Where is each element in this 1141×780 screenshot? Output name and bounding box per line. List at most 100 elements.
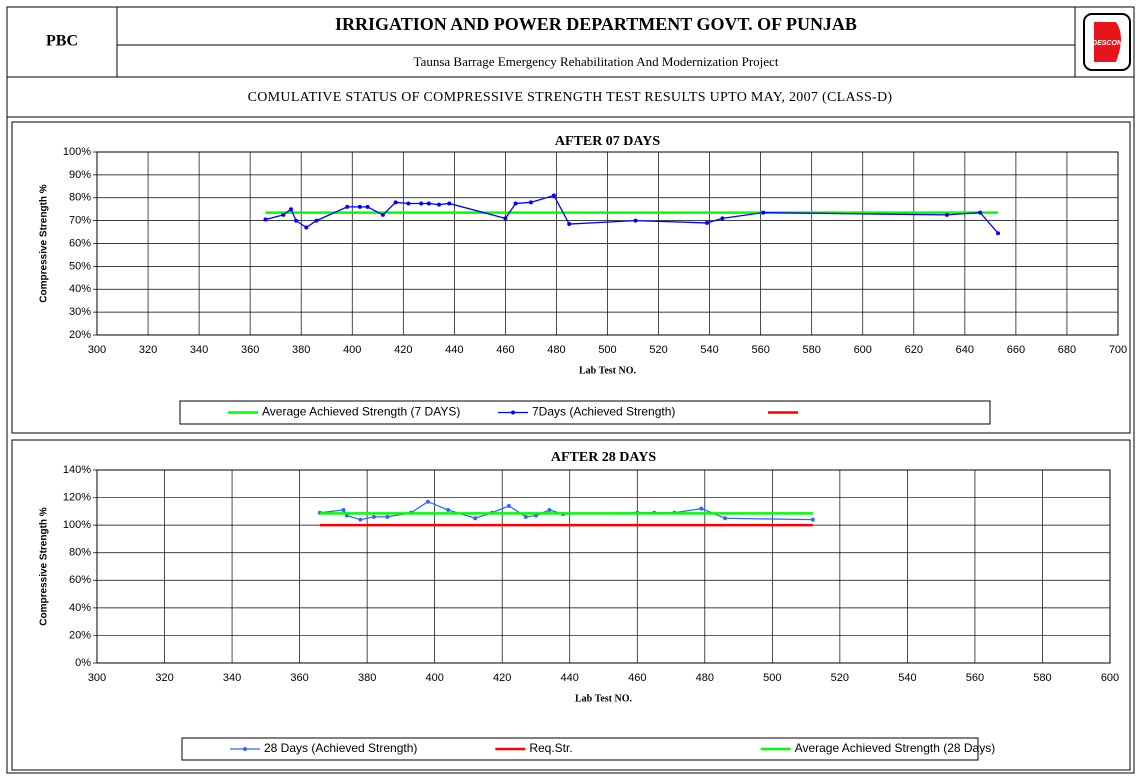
y-tick-label: 20% (69, 329, 91, 341)
x-tick-label: 480 (547, 344, 565, 356)
data-point (263, 217, 268, 222)
x-tick-label: 360 (290, 672, 308, 684)
logo-shape (1094, 22, 1121, 62)
data-point (720, 216, 725, 221)
x-tick-label: 340 (223, 672, 241, 684)
chart-title: AFTER 28 DAYS (551, 450, 656, 465)
y-tick-label: 0% (75, 657, 91, 669)
x-tick-label: 540 (898, 672, 916, 684)
x-tick-label: 400 (425, 672, 443, 684)
y-tick-label: 120% (63, 491, 91, 503)
y-tick-label: 140% (63, 464, 91, 476)
legend-box (181, 737, 979, 761)
y-axis-label: Compressive Strength % (39, 507, 50, 625)
y-axis-label: Compressive Strength % (39, 184, 50, 302)
legend-label: 7Days (Achieved Strength) (532, 405, 675, 419)
x-tick-label: 480 (696, 672, 714, 684)
data-point (473, 516, 478, 521)
chart-panel (11, 121, 1131, 434)
data-point (281, 212, 286, 217)
header-title: IRRIGATION AND POWER DEPARTMENT GOVT. OF… (335, 14, 857, 34)
data-point (723, 516, 728, 521)
banner: COMULATIVE STATUS OF COMPRESSIVE STRENGT… (248, 90, 893, 105)
y-tick-label: 100% (63, 146, 91, 158)
data-point (996, 231, 1001, 236)
y-tick-label: 70% (69, 215, 91, 227)
data-point (358, 517, 363, 522)
data-point (304, 225, 309, 230)
data-point (380, 212, 385, 217)
data-point (528, 200, 533, 205)
y-tick-label: 50% (69, 260, 91, 272)
data-point (393, 200, 398, 205)
data-point (426, 201, 431, 206)
data-point (345, 204, 350, 209)
data-point (447, 201, 452, 206)
data-point (385, 514, 390, 519)
x-tick-label: 660 (1007, 344, 1025, 356)
y-tick-label: 40% (69, 283, 91, 295)
chart-panel (11, 439, 1131, 771)
x-tick-label: 680 (1058, 344, 1076, 356)
y-tick-label: 80% (69, 547, 91, 559)
x-tick-label: 540 (700, 344, 718, 356)
x-tick-label: 620 (905, 344, 923, 356)
x-tick-label: 420 (493, 672, 511, 684)
data-point (547, 507, 552, 512)
data-point (503, 216, 508, 221)
data-point (551, 193, 556, 198)
legend-marker (243, 747, 247, 751)
header-subtitle: Taunsa Barrage Emergency Rehabilitation … (414, 54, 779, 69)
x-tick-label: 500 (598, 344, 616, 356)
x-tick-label: 360 (241, 344, 259, 356)
legend-label: 28 Days (Achieved Strength) (264, 741, 417, 755)
data-point (699, 506, 704, 511)
logo-text: DESCON (1092, 40, 1123, 47)
x-tick-label: 600 (854, 344, 872, 356)
data-point (567, 222, 572, 227)
y-tick-label: 20% (69, 629, 91, 641)
data-point (341, 507, 346, 512)
x-tick-label: 380 (358, 672, 376, 684)
data-point (513, 201, 518, 206)
data-point (523, 514, 528, 519)
x-axis-label: Lab Test NO. (579, 365, 636, 376)
data-point (288, 207, 293, 212)
data-point (365, 204, 370, 209)
x-tick-label: 400 (343, 344, 361, 356)
data-point (705, 220, 710, 225)
x-tick-label: 560 (751, 344, 769, 356)
data-point (633, 218, 638, 223)
page-border (6, 6, 1135, 774)
series-line (265, 194, 999, 234)
data-point (944, 212, 949, 217)
plot-area (96, 469, 1111, 664)
x-axis-label: Lab Test NO. (575, 693, 632, 704)
x-tick-label: 300 (88, 344, 106, 356)
x-tick-label: 700 (1109, 344, 1127, 356)
header-left: PBC (46, 33, 78, 50)
data-point (357, 204, 362, 209)
x-tick-label: 380 (292, 344, 310, 356)
legend-box (179, 400, 991, 425)
y-tick-label: 40% (69, 602, 91, 614)
data-point (314, 218, 319, 223)
x-tick-label: 440 (445, 344, 463, 356)
x-tick-label: 600 (1101, 672, 1119, 684)
x-tick-label: 640 (956, 344, 974, 356)
x-tick-label: 320 (139, 344, 157, 356)
legend-label: Average Achieved Strength (28 Days) (795, 741, 996, 755)
x-tick-label: 340 (190, 344, 208, 356)
y-tick-label: 100% (63, 519, 91, 531)
y-tick-label: 90% (69, 169, 91, 181)
data-point (437, 202, 442, 207)
x-tick-label: 520 (831, 672, 849, 684)
y-tick-label: 60% (69, 574, 91, 586)
data-point (761, 210, 766, 215)
x-tick-label: 320 (155, 672, 173, 684)
data-point (425, 499, 430, 504)
data-point (446, 507, 451, 512)
data-point (978, 210, 983, 215)
x-tick-label: 420 (394, 344, 412, 356)
